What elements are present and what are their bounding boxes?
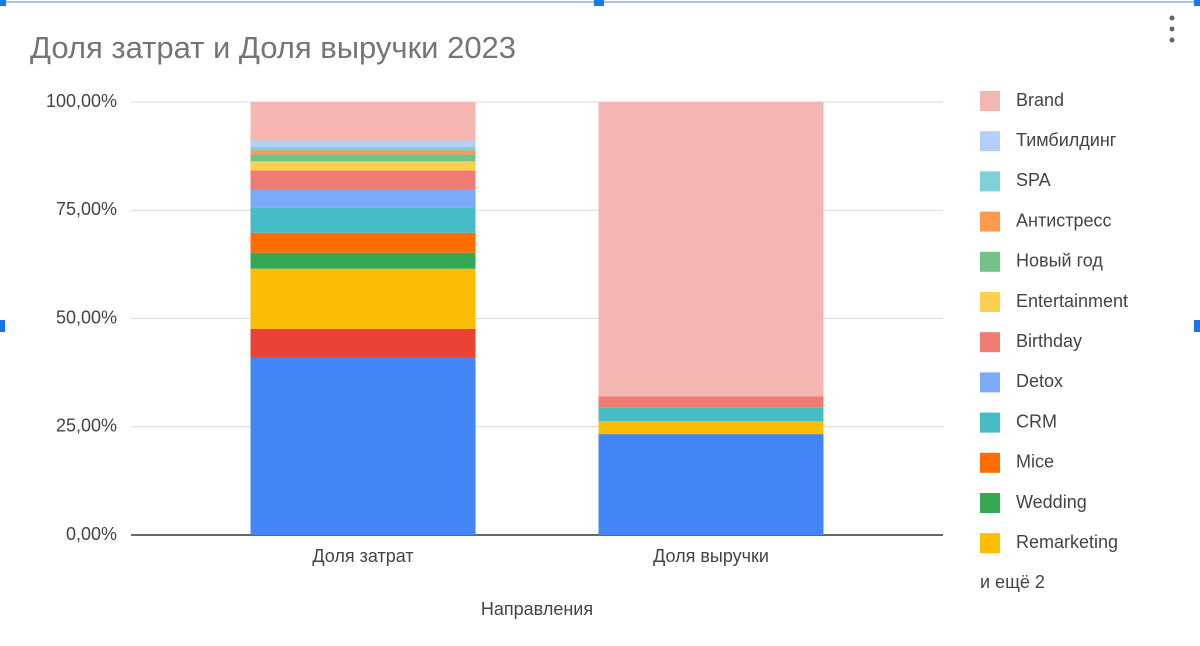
legend-swatch xyxy=(980,412,1000,433)
handle xyxy=(594,0,604,6)
bar-segment xyxy=(250,357,476,535)
x-tick-label: Доля затрат xyxy=(312,546,413,566)
bar-segment xyxy=(250,154,476,162)
legend-label: Wedding xyxy=(1016,492,1087,512)
bar-segment xyxy=(250,252,476,269)
bar-segment xyxy=(598,421,824,435)
bar-segment xyxy=(250,268,476,329)
legend-label: Тимбилдинг xyxy=(1016,130,1117,150)
legend-swatch xyxy=(980,372,1000,393)
bar-segment xyxy=(250,189,476,208)
handle xyxy=(1194,0,1200,6)
y-tick-label: 25,00% xyxy=(56,416,117,436)
bar-segment xyxy=(250,170,476,190)
bar-segment xyxy=(250,102,476,141)
bar-segment xyxy=(598,396,824,408)
handle xyxy=(0,0,6,6)
bar-segment xyxy=(250,207,476,233)
y-tick-label: 75,00% xyxy=(56,199,117,219)
legend-swatch xyxy=(980,211,1000,232)
legend-swatch xyxy=(980,332,1000,353)
legend-swatch xyxy=(980,452,1000,473)
legend-label: Entertainment xyxy=(1016,291,1128,311)
legend-more: и ещё 2 xyxy=(980,572,1045,592)
legend-swatch xyxy=(980,493,1000,513)
legend-label: Антистресс xyxy=(1016,210,1112,230)
legend-label: Detox xyxy=(1016,371,1063,391)
legend-label: Remarketing xyxy=(1016,532,1118,552)
legend-label: Brand xyxy=(1016,90,1064,110)
bar-segment xyxy=(598,434,824,535)
bar-segment xyxy=(250,140,476,147)
bar-segment xyxy=(250,232,476,253)
bar-segment xyxy=(250,161,476,171)
y-tick-label: 0,00% xyxy=(66,524,117,544)
legend-label: Новый год xyxy=(1016,251,1103,271)
legend-swatch xyxy=(980,171,1000,192)
bar-segment xyxy=(598,407,824,422)
legend-swatch xyxy=(980,292,1000,312)
handle xyxy=(1194,320,1200,332)
dot xyxy=(1169,15,1175,21)
bar-segment xyxy=(250,146,476,151)
menu-icon[interactable] xyxy=(1169,15,1175,43)
legend-swatch xyxy=(980,91,1000,111)
y-tick-label: 100,00% xyxy=(46,91,117,111)
x-tick-label: Доля выручки xyxy=(653,546,769,566)
bar-segment xyxy=(598,102,824,397)
legend-label: Birthday xyxy=(1016,331,1082,351)
y-tick-label: 50,00% xyxy=(56,307,117,327)
bar-segment xyxy=(250,328,476,358)
legend-swatch xyxy=(980,251,1000,272)
dot xyxy=(1169,26,1175,32)
legend-swatch xyxy=(980,533,1000,554)
chart-title: Доля затрат и Доля выручки 2023 xyxy=(30,30,516,65)
legend-swatch xyxy=(980,131,1000,152)
legend-label: SPA xyxy=(1016,170,1051,190)
handle xyxy=(0,320,5,332)
x-axis-title: Направления xyxy=(481,599,593,619)
legend-label: Mice xyxy=(1016,452,1054,472)
dot xyxy=(1169,37,1175,43)
legend-label: CRM xyxy=(1016,411,1057,431)
bar-segment xyxy=(250,150,476,155)
